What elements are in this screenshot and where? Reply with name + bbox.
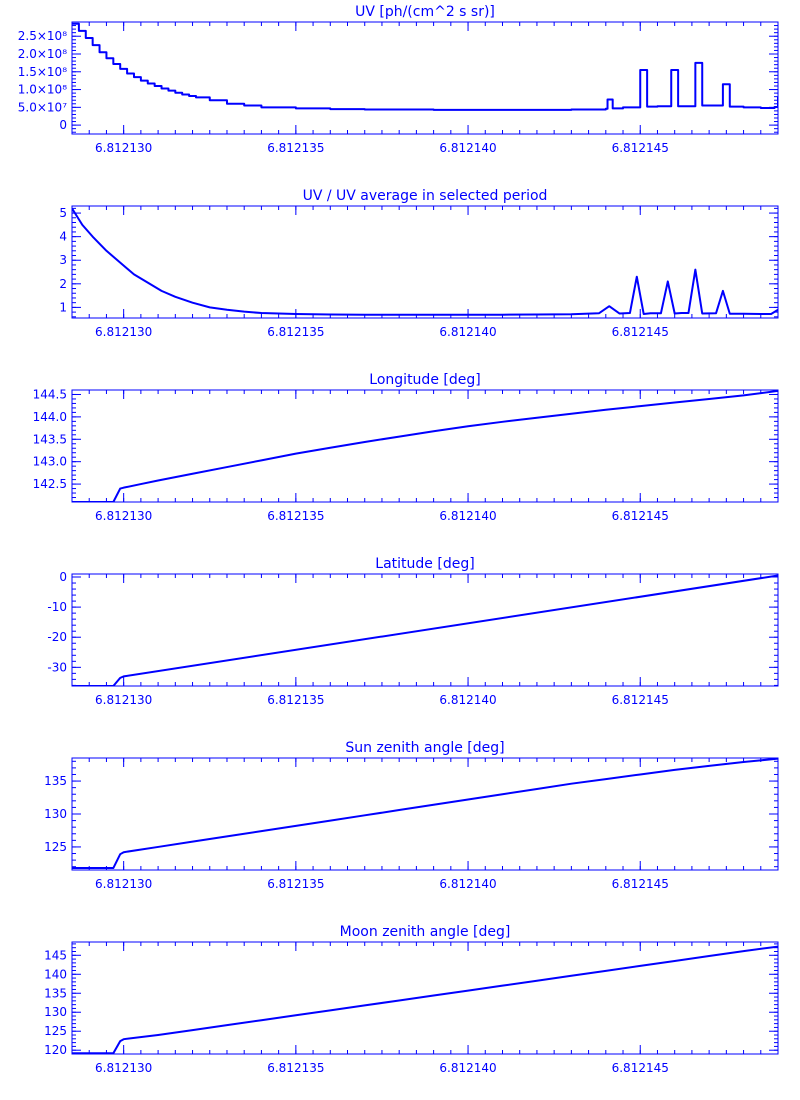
y-tick-label: 2.0×10⁸ <box>18 47 67 61</box>
panel-title: UV [ph/(cm^2 s sr)] <box>355 4 495 20</box>
x-tick-label: 6.812135 <box>267 1061 324 1075</box>
y-tick-label: 2 <box>59 277 67 291</box>
y-tick-label: 143.5 <box>33 432 67 446</box>
x-tick-label: 6.812135 <box>267 877 324 891</box>
panel-title: Moon zenith angle [deg] <box>340 924 511 940</box>
y-tick-label: 125 <box>44 840 67 854</box>
chart-panel-3: Longitude [deg] 142.5 143.0 143.5 144.0 144.5… <box>33 372 779 523</box>
series-line <box>72 207 778 316</box>
x-tick-label: 6.812145 <box>612 693 669 707</box>
y-tick-label: 130 <box>44 807 67 821</box>
series-line <box>72 390 778 502</box>
y-tick-label: 135 <box>44 774 67 788</box>
y-tick-label: 142.5 <box>33 477 67 491</box>
y-tick-label: 130 <box>44 1005 67 1019</box>
y-tick-label: 143.0 <box>33 455 67 469</box>
panel-title: Latitude [deg] <box>375 556 474 572</box>
y-tick-label: 144.5 <box>33 387 67 401</box>
y-tick-label: 0 <box>59 118 67 132</box>
plot-frame <box>71 573 779 687</box>
x-tick-label: 6.812130 <box>95 325 152 339</box>
x-tick-label: 6.812140 <box>439 141 496 155</box>
y-tick-label: 2.5×10⁸ <box>18 29 67 43</box>
y-tick-label: 120 <box>44 1043 67 1057</box>
x-tick-label: 6.812145 <box>612 1061 669 1075</box>
y-tick-label: -20 <box>47 630 67 644</box>
panel-title: Sun zenith angle [deg] <box>345 740 504 756</box>
x-tick-label: 6.812135 <box>267 509 324 523</box>
chart-panel-4: Latitude [deg] -30 -20 -10 0 6.812130 6.812135… <box>47 556 779 707</box>
chart-panel-2: UV / UV average in selected period 1 2 3 4 5 6… <box>59 188 779 339</box>
panel-title: UV / UV average in selected period <box>303 188 548 204</box>
y-tick-label: 145 <box>44 948 67 962</box>
chart-panel-6: Moon zenith angle [deg] 120 125 130 135 140 14… <box>44 924 779 1075</box>
panel-title: Longitude [deg] <box>369 372 480 388</box>
series-line <box>72 574 778 686</box>
x-tick-label: 6.812135 <box>267 141 324 155</box>
x-tick-label: 6.812135 <box>267 325 324 339</box>
y-tick-label: -30 <box>47 660 67 674</box>
chart-panel-5: Sun zenith angle [deg] 125 130 135 6.812130 6… <box>44 740 779 891</box>
plot-frame <box>71 205 779 319</box>
y-tick-label: 135 <box>44 986 67 1000</box>
x-tick-label: 6.812145 <box>612 325 669 339</box>
x-tick-label: 6.812140 <box>439 325 496 339</box>
y-tick-label: 5 <box>59 206 67 220</box>
plot-frame <box>71 757 779 871</box>
y-tick-label: 3 <box>59 253 67 267</box>
y-tick-label: 1.5×10⁸ <box>18 65 67 79</box>
series-line <box>72 758 778 870</box>
x-tick-label: 6.812140 <box>439 509 496 523</box>
plot-frame <box>71 21 779 135</box>
x-tick-label: 6.812140 <box>439 1061 496 1075</box>
y-tick-label: 4 <box>59 230 67 244</box>
chart-panel-1: UV [ph/(cm^2 s sr)] 0 5.0×10⁷ 1.0×10⁸ 1.5×10… <box>18 4 779 155</box>
plot-frame <box>71 941 779 1055</box>
x-tick-label: 6.812130 <box>95 141 152 155</box>
x-tick-label: 6.812140 <box>439 693 496 707</box>
x-tick-label: 6.812140 <box>439 877 496 891</box>
x-tick-label: 6.812145 <box>612 141 669 155</box>
x-tick-label: 6.812145 <box>612 509 669 523</box>
x-tick-label: 6.812130 <box>95 509 152 523</box>
y-tick-label: 1.0×10⁸ <box>18 83 67 97</box>
x-tick-label: 6.812145 <box>612 877 669 891</box>
y-tick-label: 144.0 <box>33 410 67 424</box>
x-tick-label: 6.812130 <box>95 693 152 707</box>
x-tick-label: 6.812130 <box>95 877 152 891</box>
x-tick-label: 6.812130 <box>95 1061 152 1075</box>
y-tick-label: 5.0×10⁷ <box>18 100 67 114</box>
y-tick-label: 125 <box>44 1024 67 1038</box>
y-tick-label: 1 <box>59 300 67 314</box>
series-line <box>72 945 778 1054</box>
plot-frame <box>71 389 779 503</box>
series-line <box>72 22 778 111</box>
x-tick-label: 6.812135 <box>267 693 324 707</box>
y-tick-label: 0 <box>59 570 67 584</box>
y-tick-label: 140 <box>44 967 67 981</box>
y-tick-label: -10 <box>47 600 67 614</box>
